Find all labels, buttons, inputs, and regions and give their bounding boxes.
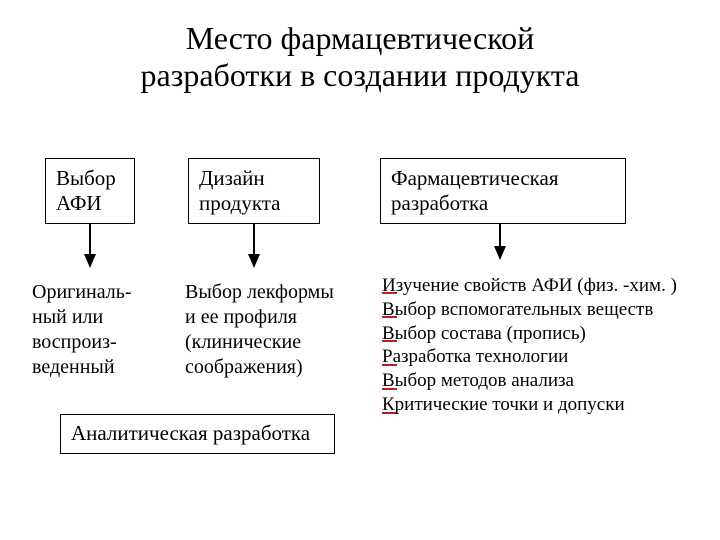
list-i4: Разработка технологии [382, 345, 677, 369]
title-line1: Место фармацевтической [186, 20, 535, 56]
list-i5: Выбор методов анализа [382, 369, 677, 393]
box-pharm-l2: разработка [391, 191, 488, 215]
sub-design-l1: Выбор лекформы [185, 281, 334, 303]
slide-title: Место фармацевтической разработки в созд… [0, 0, 720, 94]
list-i1: Изучение свойств АФИ (физ. -хим. ) [382, 274, 677, 298]
box-design-l1: Дизайн [199, 166, 265, 190]
box-design: Дизайн продукта [188, 158, 320, 224]
box-analytical: Аналитическая разработка [60, 414, 335, 454]
box-api-l2: АФИ [56, 191, 102, 215]
box-api: Выбор АФИ [45, 158, 135, 224]
box-api-l1: Выбор [56, 166, 116, 190]
sub-api-l1: Оригиналь- [32, 281, 132, 303]
subtext-design: Выбор лекформы и ее профиля (клинические… [185, 280, 334, 380]
list-i3: Выбор состава (пропись) [382, 322, 677, 346]
sub-design-l2: и ее профиля [185, 306, 297, 328]
box-analytical-text: Аналитическая разработка [71, 421, 310, 445]
list-i6: Критические точки и допуски [382, 393, 677, 417]
subtext-api: Оригиналь- ный или воспроиз- веденный [32, 280, 132, 380]
sub-api-l2: ный или [32, 306, 103, 328]
sub-design-l3: (клинические [185, 331, 301, 353]
box-pharm: Фармацевтическая разработка [380, 158, 626, 224]
list-i2: Выбор вспомогательных веществ [382, 298, 677, 322]
box-pharm-l1: Фармацевтическая [391, 166, 559, 190]
box-design-l2: продукта [199, 191, 281, 215]
list-pharm: Изучение свойств АФИ (физ. -хим. ) Выбор… [382, 274, 677, 417]
sub-api-l3: воспроиз- [32, 331, 117, 353]
sub-api-l4: веденный [32, 356, 115, 378]
sub-design-l4: соображения) [185, 356, 303, 378]
title-line2: разработки в создании продукта [141, 57, 580, 93]
